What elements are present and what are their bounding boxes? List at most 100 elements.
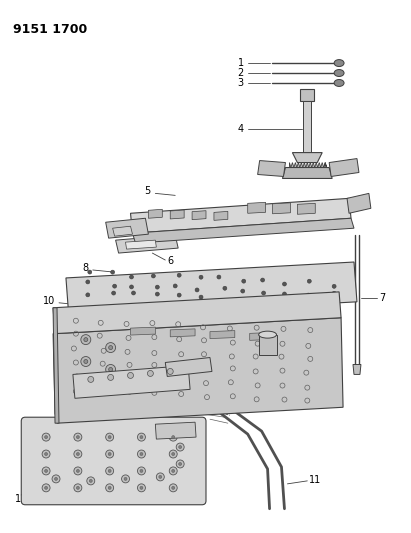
Circle shape — [109, 345, 113, 350]
Circle shape — [241, 289, 245, 293]
Circle shape — [87, 477, 95, 485]
Circle shape — [81, 335, 91, 345]
Polygon shape — [55, 318, 343, 423]
Circle shape — [137, 484, 145, 492]
Circle shape — [286, 300, 289, 304]
Bar — [259, 335, 277, 354]
Polygon shape — [53, 292, 341, 334]
Circle shape — [52, 475, 60, 483]
Ellipse shape — [334, 79, 344, 86]
Circle shape — [179, 446, 182, 449]
Circle shape — [179, 463, 182, 465]
Polygon shape — [289, 163, 327, 171]
Polygon shape — [125, 240, 156, 249]
Circle shape — [262, 291, 266, 295]
Circle shape — [332, 284, 336, 288]
Circle shape — [261, 278, 265, 282]
Circle shape — [76, 453, 79, 456]
Circle shape — [113, 284, 117, 288]
Circle shape — [195, 288, 199, 292]
Polygon shape — [148, 209, 162, 218]
Polygon shape — [53, 308, 59, 423]
Text: 6: 6 — [167, 256, 173, 266]
Text: 1: 1 — [238, 58, 244, 68]
Circle shape — [106, 365, 115, 375]
Circle shape — [242, 279, 246, 283]
Circle shape — [156, 473, 164, 481]
Polygon shape — [258, 160, 286, 176]
Circle shape — [108, 470, 111, 472]
Circle shape — [132, 291, 136, 295]
Circle shape — [172, 470, 175, 472]
Ellipse shape — [334, 69, 344, 77]
Circle shape — [148, 370, 153, 376]
Circle shape — [151, 274, 155, 278]
Polygon shape — [282, 167, 332, 179]
Polygon shape — [106, 218, 148, 238]
Polygon shape — [115, 235, 178, 253]
Circle shape — [306, 300, 310, 304]
Polygon shape — [248, 203, 266, 213]
Circle shape — [167, 368, 173, 375]
Circle shape — [176, 460, 184, 468]
Text: 9: 9 — [301, 351, 307, 360]
Circle shape — [74, 484, 82, 492]
Text: 2: 2 — [238, 68, 244, 78]
Circle shape — [263, 301, 268, 305]
Text: 12: 12 — [15, 494, 27, 504]
Circle shape — [42, 450, 50, 458]
Circle shape — [137, 450, 145, 458]
Circle shape — [86, 293, 90, 297]
Circle shape — [81, 357, 91, 367]
Circle shape — [42, 433, 50, 441]
Circle shape — [76, 486, 79, 489]
Circle shape — [55, 478, 58, 480]
Circle shape — [169, 433, 177, 441]
Circle shape — [84, 337, 88, 342]
Text: 7: 7 — [379, 293, 385, 303]
Polygon shape — [131, 198, 351, 233]
Polygon shape — [298, 203, 315, 214]
FancyBboxPatch shape — [21, 417, 206, 505]
Circle shape — [45, 453, 48, 456]
Circle shape — [74, 433, 82, 441]
Circle shape — [86, 280, 90, 284]
Polygon shape — [73, 366, 190, 398]
Circle shape — [106, 467, 113, 475]
Polygon shape — [66, 262, 357, 318]
Circle shape — [242, 298, 246, 302]
Polygon shape — [53, 334, 57, 414]
Circle shape — [112, 291, 115, 295]
Circle shape — [74, 450, 82, 458]
Circle shape — [106, 343, 115, 352]
Circle shape — [111, 270, 115, 274]
Polygon shape — [192, 211, 206, 220]
Ellipse shape — [334, 60, 344, 67]
Text: 13: 13 — [57, 365, 69, 375]
Circle shape — [223, 286, 227, 290]
Polygon shape — [353, 365, 361, 375]
Circle shape — [89, 479, 92, 482]
Circle shape — [307, 279, 311, 283]
Circle shape — [88, 376, 94, 382]
Circle shape — [76, 470, 79, 472]
Circle shape — [169, 467, 177, 475]
Circle shape — [199, 295, 203, 299]
Circle shape — [84, 379, 88, 383]
Circle shape — [155, 292, 159, 296]
Circle shape — [108, 375, 113, 381]
Circle shape — [282, 292, 286, 296]
Circle shape — [177, 273, 181, 277]
Circle shape — [159, 475, 162, 479]
Polygon shape — [210, 330, 235, 338]
Circle shape — [84, 360, 88, 364]
Circle shape — [127, 373, 134, 378]
Circle shape — [306, 293, 310, 297]
Circle shape — [332, 292, 336, 295]
Polygon shape — [170, 329, 195, 337]
Circle shape — [108, 453, 111, 456]
Circle shape — [140, 486, 143, 489]
Bar — [303, 101, 311, 152]
Text: 11: 11 — [309, 475, 321, 485]
Circle shape — [129, 275, 134, 279]
